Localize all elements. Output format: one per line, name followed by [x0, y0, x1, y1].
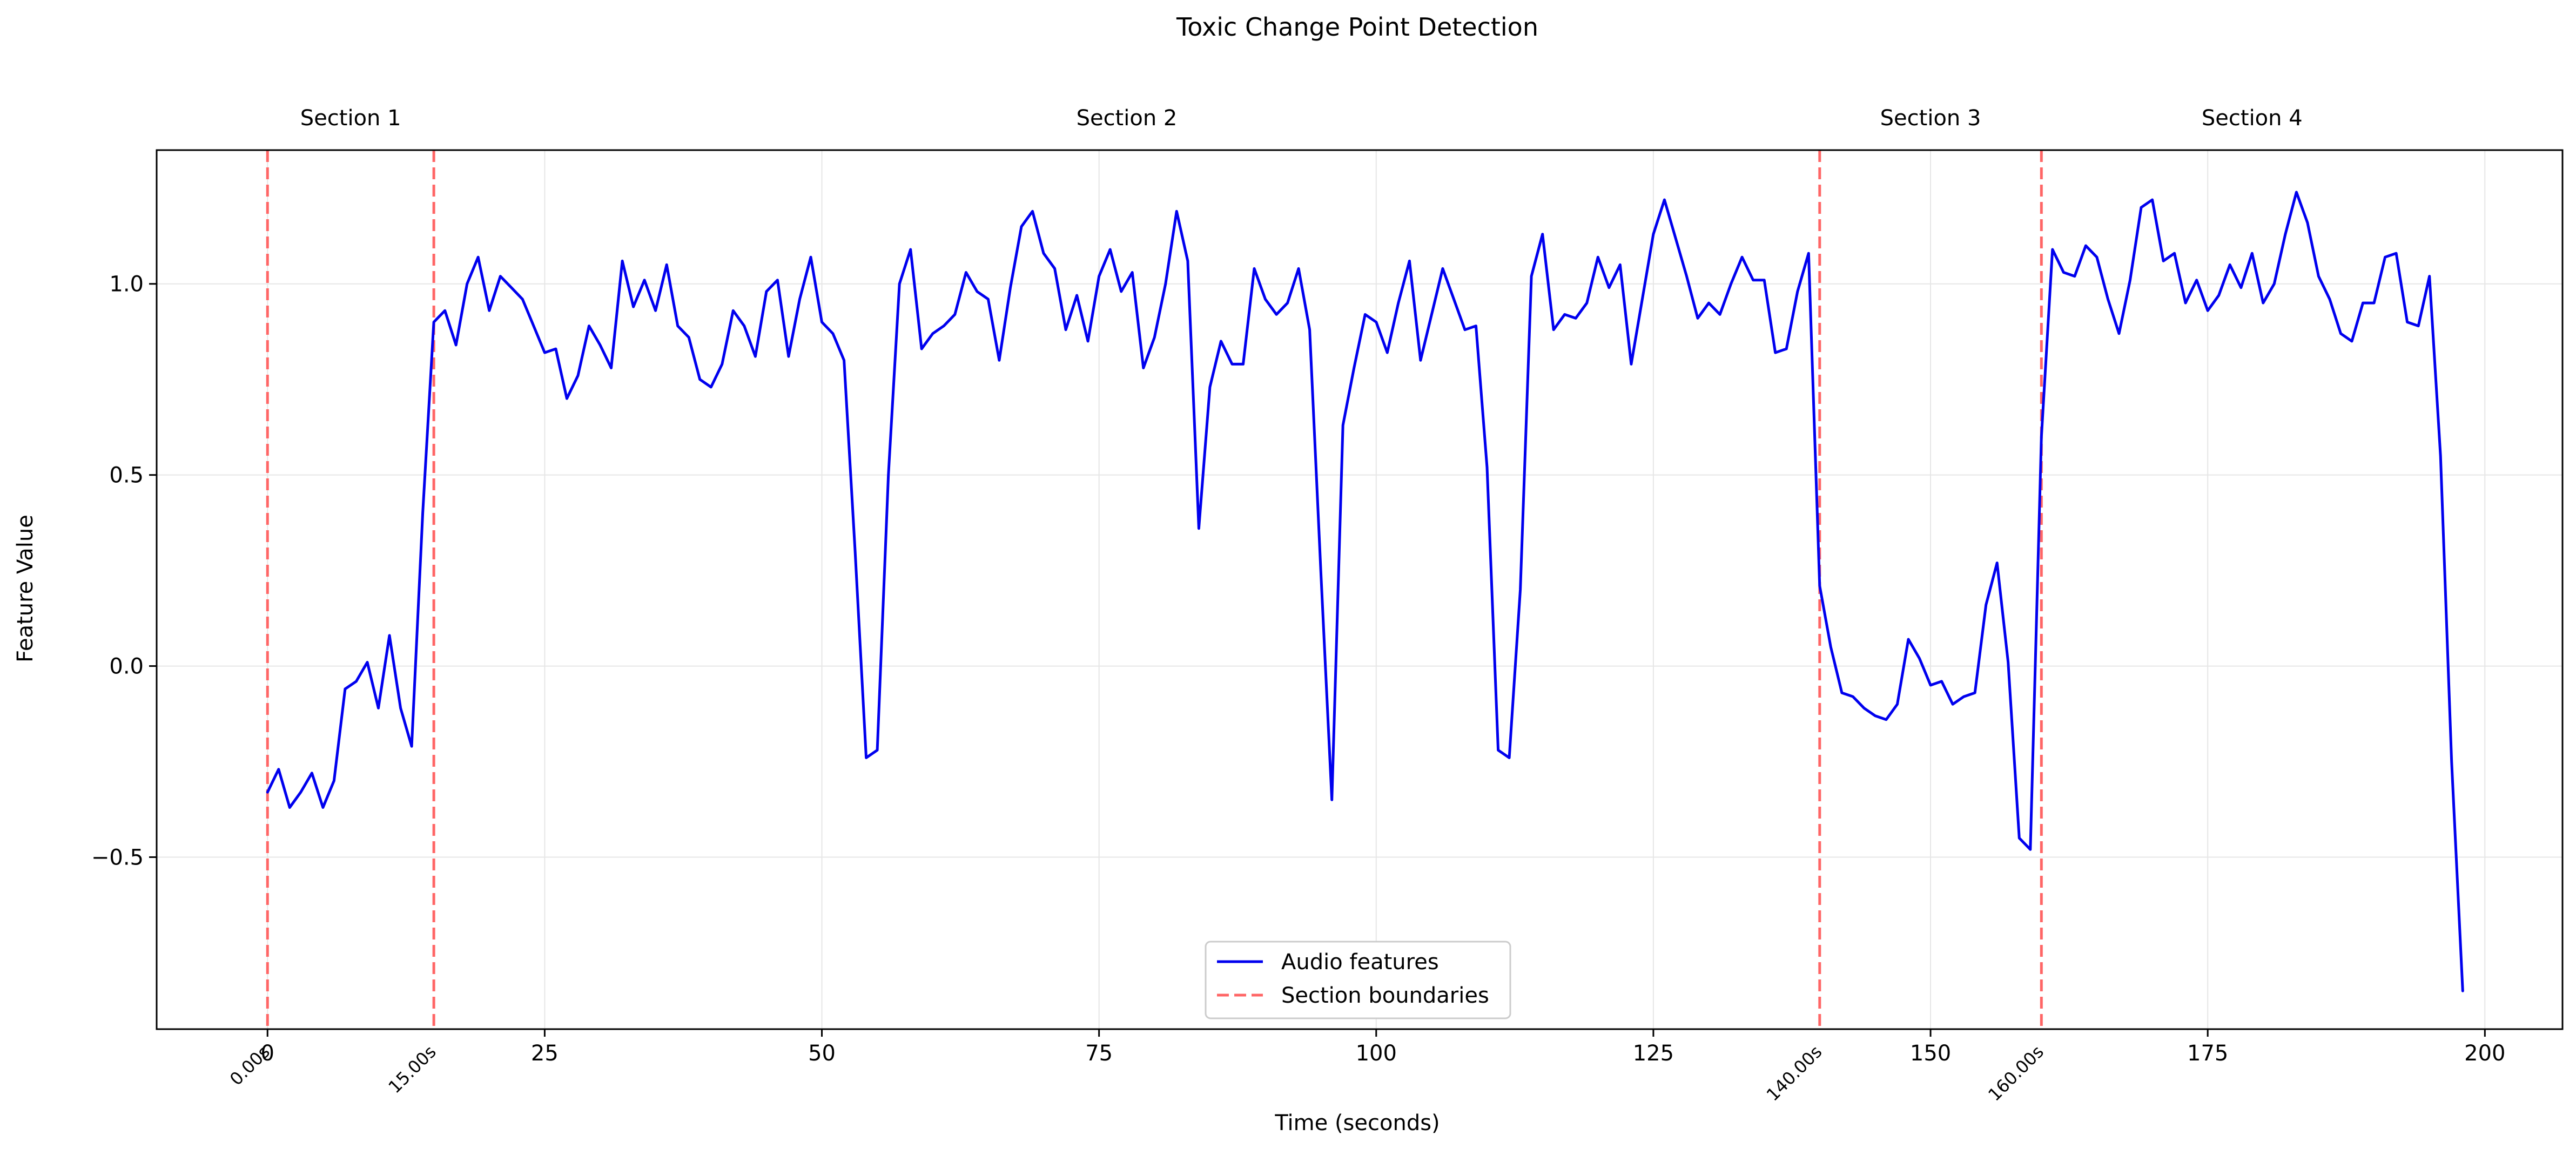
section-label: Section 4 [2202, 106, 2303, 131]
legend-label-audio-features: Audio features [1281, 950, 1439, 975]
legend: Audio features Section boundaries [1205, 941, 1511, 1019]
series-line-audio-features [266, 191, 2464, 992]
plot-frame [156, 149, 2564, 1030]
section-labels: Section 1 Section 2 Section 3 Section 4 [300, 106, 2303, 131]
section-label: Section 2 [1077, 106, 1178, 131]
section-label: Section 3 [1880, 106, 1981, 131]
y-tick-label: 1.0 [109, 272, 144, 297]
gridlines [157, 150, 2562, 1029]
y-tick-label: 0.0 [109, 654, 144, 679]
y-axis-label: Feature Value [13, 515, 38, 663]
y-axis-ticks: −0.5 0.0 0.5 1.0 [91, 272, 157, 870]
x-tick-label: 50 [808, 1041, 836, 1066]
section-label: Section 1 [300, 106, 401, 131]
x-tick-label: 175 [2187, 1041, 2228, 1066]
chart-title: Toxic Change Point Detection [1176, 12, 1538, 42]
x-tick-label: 200 [2464, 1041, 2505, 1066]
x-tick-label: 150 [1910, 1041, 1951, 1066]
data-series [266, 191, 2464, 992]
y-tick-label: −0.5 [91, 845, 144, 870]
x-tick-label: 125 [1633, 1041, 1674, 1066]
y-tick-label: 0.5 [109, 463, 144, 488]
x-tick-label: 75 [1085, 1041, 1113, 1066]
legend-box [1205, 941, 1511, 1019]
x-tick-label: 100 [1356, 1041, 1397, 1066]
plot-area [157, 150, 2562, 1029]
x-tick-label: 0 [261, 1041, 274, 1066]
x-tick-label: 25 [531, 1041, 559, 1066]
x-axis-label: Time (seconds) [1274, 1111, 1440, 1136]
legend-label-section-boundaries: Section boundaries [1281, 983, 1489, 1008]
x-axis-ticks: 0 25 50 75 100 125 150 175 200 [261, 1029, 2506, 1066]
